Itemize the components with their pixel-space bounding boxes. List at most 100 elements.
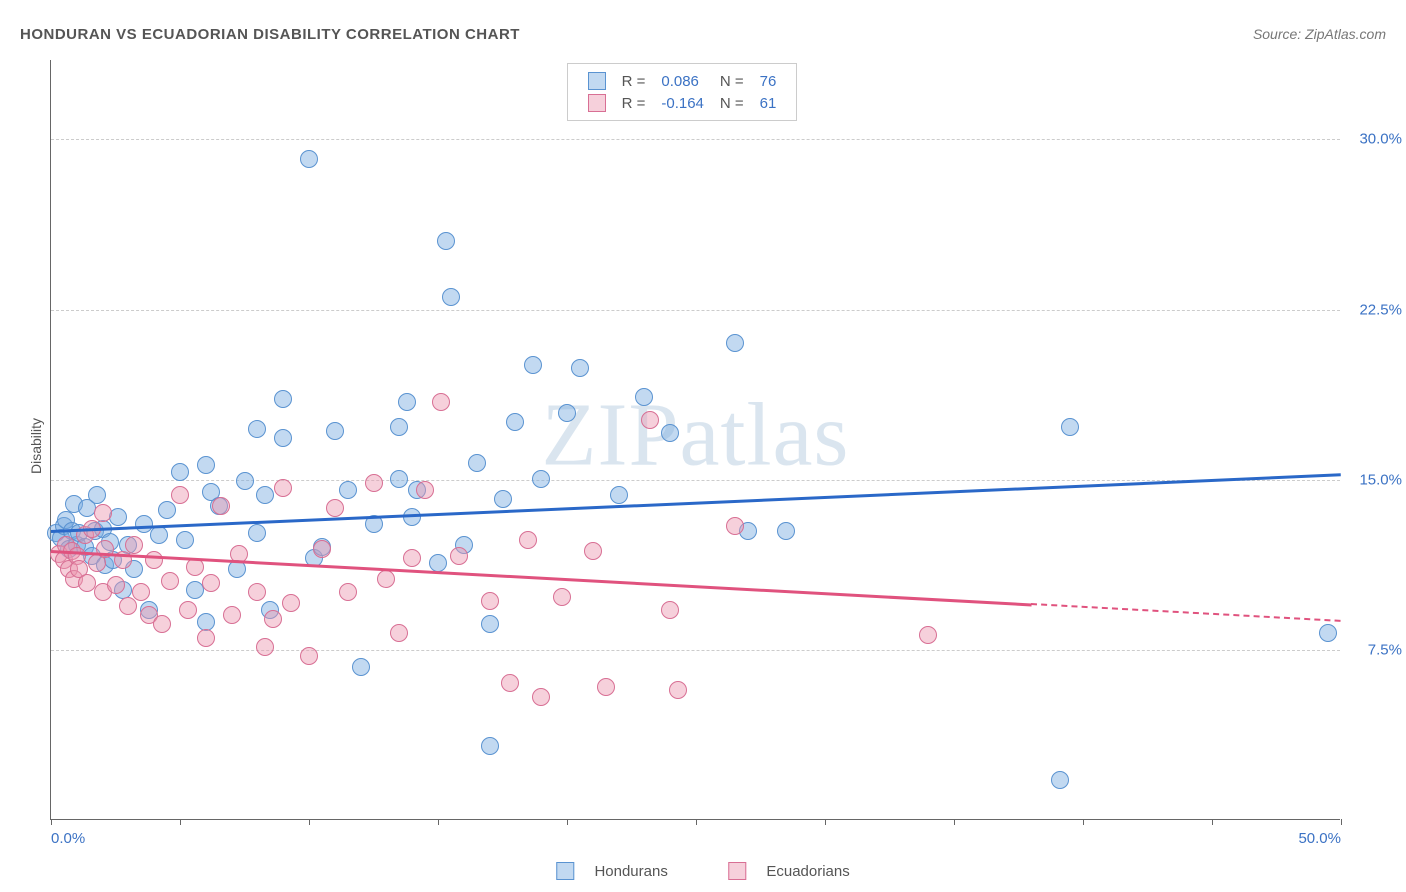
data-point [390, 418, 408, 436]
legend-r-value-hondurans: 0.086 [653, 70, 712, 92]
x-tick [696, 819, 697, 825]
data-point [135, 515, 153, 533]
data-point [726, 334, 744, 352]
legend-n-label: N = [712, 70, 752, 92]
data-point [326, 499, 344, 517]
legend-n-value-ecuadorians: 61 [752, 92, 785, 114]
data-point [661, 601, 679, 619]
data-point [398, 393, 416, 411]
data-point [256, 486, 274, 504]
data-point [481, 615, 499, 633]
data-point [726, 517, 744, 535]
swatch-hondurans-icon [588, 72, 606, 90]
data-point [437, 232, 455, 250]
data-point [442, 288, 460, 306]
data-point [179, 601, 197, 619]
data-point [197, 629, 215, 647]
data-point [176, 531, 194, 549]
data-point [481, 737, 499, 755]
data-point [1319, 624, 1337, 642]
data-point [274, 429, 292, 447]
data-point [256, 638, 274, 656]
chart-container: HONDURAN VS ECUADORIAN DISABILITY CORREL… [0, 0, 1406, 892]
y-tick-label: 15.0% [1346, 471, 1402, 488]
data-point [274, 390, 292, 408]
data-point [584, 542, 602, 560]
data-point [501, 674, 519, 692]
data-point [481, 592, 499, 610]
data-point [171, 486, 189, 504]
legend-r-value-ecuadorians: -0.164 [653, 92, 712, 114]
data-point [94, 504, 112, 522]
legend-n-label: N = [712, 92, 752, 114]
data-point [506, 413, 524, 431]
watermark: ZIPatlas [542, 383, 850, 486]
x-tick [438, 819, 439, 825]
data-point [161, 572, 179, 590]
data-point [429, 554, 447, 572]
plot-area: ZIPatlas R = 0.086 N = 76 R = -0.164 N =… [50, 60, 1340, 820]
data-point [145, 551, 163, 569]
y-tick-label: 30.0% [1346, 131, 1402, 148]
legend-r-label: R = [614, 70, 654, 92]
data-point [125, 536, 143, 554]
x-tick [51, 819, 52, 825]
data-point [313, 540, 331, 558]
data-point [153, 615, 171, 633]
data-point [571, 359, 589, 377]
data-point [236, 472, 254, 490]
data-point [248, 420, 266, 438]
data-point [282, 594, 300, 612]
data-point [119, 597, 137, 615]
x-tick [1212, 819, 1213, 825]
x-tick-label: 0.0% [51, 830, 85, 847]
data-point [450, 547, 468, 565]
data-point [223, 606, 241, 624]
data-point [158, 501, 176, 519]
x-tick [567, 819, 568, 825]
gridline [51, 139, 1340, 140]
legend-series-box: Hondurans Ecuadorians [548, 862, 857, 880]
x-tick-label: 50.0% [1298, 830, 1341, 847]
legend-n-value-hondurans: 76 [752, 70, 785, 92]
data-point [416, 481, 434, 499]
data-point [365, 474, 383, 492]
data-point [326, 422, 344, 440]
legend-correlation-box: R = 0.086 N = 76 R = -0.164 N = 61 [567, 63, 798, 121]
data-point [212, 497, 230, 515]
data-point [390, 470, 408, 488]
x-tick [1083, 819, 1084, 825]
data-point [300, 150, 318, 168]
data-point [132, 583, 150, 601]
data-point [661, 424, 679, 442]
data-point [248, 524, 266, 542]
data-point [468, 454, 486, 472]
swatch-hondurans-icon [556, 862, 574, 880]
data-point [553, 588, 571, 606]
legend-row-ecuadorians: R = -0.164 N = 61 [580, 92, 785, 114]
y-axis-label: Disability [28, 418, 44, 474]
chart-title: HONDURAN VS ECUADORIAN DISABILITY CORREL… [20, 26, 520, 43]
data-point [777, 522, 795, 540]
x-tick [180, 819, 181, 825]
legend-series-hondurans: Hondurans [594, 863, 667, 880]
y-tick-label: 7.5% [1346, 641, 1402, 658]
legend-row-hondurans: R = 0.086 N = 76 [580, 70, 785, 92]
data-point [88, 486, 106, 504]
data-point [532, 470, 550, 488]
data-point [919, 626, 937, 644]
data-point [264, 610, 282, 628]
legend-series-ecuadorians: Ecuadorians [766, 863, 849, 880]
data-point [107, 576, 125, 594]
data-point [519, 531, 537, 549]
swatch-ecuadorians-icon [728, 862, 746, 880]
swatch-ecuadorians-icon [588, 94, 606, 112]
data-point [597, 678, 615, 696]
data-point [352, 658, 370, 676]
data-point [1051, 771, 1069, 789]
data-point [432, 393, 450, 411]
data-point [171, 463, 189, 481]
data-point [109, 508, 127, 526]
data-point [494, 490, 512, 508]
data-point [202, 574, 220, 592]
